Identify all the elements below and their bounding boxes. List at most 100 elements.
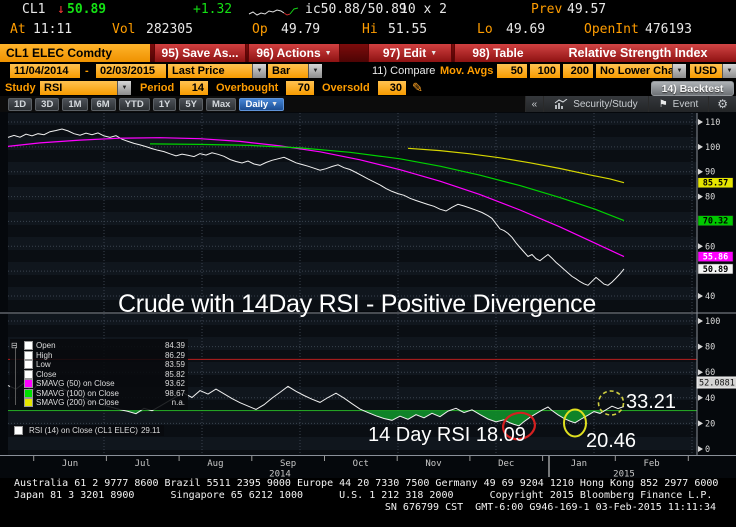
event-button[interactable]: ⚑ Event	[647, 96, 709, 112]
price-tick-arrow	[698, 143, 703, 150]
lower-chart-select[interactable]: No Lower Chart	[596, 64, 682, 78]
price-value-text: 55.86	[703, 253, 729, 263]
collapse-button[interactable]: «	[524, 96, 544, 112]
legend-row: Low 83.59	[24, 360, 185, 370]
legend-value: n.a.	[171, 398, 185, 408]
range-tab-group: 1D 3D 1M 6M YTD 1Y 5Y Max	[8, 97, 239, 111]
security-study-label: Security/Study	[573, 98, 638, 110]
at-label: At	[10, 22, 26, 37]
backtest-button[interactable]: 14) Backtest	[651, 81, 734, 96]
rsi-second-low-annotation: 20.46	[586, 430, 637, 452]
study-caret-icon[interactable]: ▼	[117, 81, 131, 95]
price-tick-label: 60	[705, 242, 715, 252]
screen-title: Relative Strength Index	[540, 44, 736, 62]
overbought-field[interactable]: 70	[286, 81, 314, 95]
date-from-field[interactable]: 11/04/2014	[10, 64, 80, 78]
price-value-box	[697, 177, 734, 188]
rsi-tick-arrow	[698, 343, 703, 350]
rsi-low-circle	[502, 411, 536, 441]
security-field[interactable]: CL1 ELEC Comdty	[0, 44, 150, 62]
period-field[interactable]: 14	[180, 81, 208, 95]
compare-button[interactable]: 11) Compare	[372, 65, 436, 77]
range-tab-5y[interactable]: 5Y	[179, 97, 203, 111]
rsi-value-box	[696, 376, 736, 389]
legend-swatch	[24, 398, 33, 408]
price-value-box	[697, 215, 734, 226]
vol-label: Vol	[112, 22, 136, 37]
footer-line3: SN 676799 CST GMT-6:00 G946-169-1 03-Feb…	[384, 502, 716, 513]
chart-icon	[554, 99, 568, 109]
ma-button-50[interactable]: 50	[497, 64, 527, 78]
year-label: 2015	[613, 470, 635, 479]
range-tab-1y[interactable]: 1Y	[152, 97, 177, 111]
edit-button[interactable]: 97) Edit ▼	[368, 44, 452, 62]
range-tab-ytd[interactable]: YTD	[118, 97, 150, 111]
oversold-field[interactable]: 30	[378, 81, 406, 95]
open-interest: 476193	[645, 22, 692, 37]
legend-name: SMAVG (100) on Close	[36, 388, 119, 398]
currency-select[interactable]: USD	[690, 64, 722, 78]
settings-button[interactable]: ⚙	[708, 96, 736, 112]
range-tab-6m[interactable]: 6M	[90, 97, 116, 111]
legend-row: SMAVG (200) on Close n.a.	[24, 398, 185, 408]
legend-row: SMAVG (100) on Close 98.67	[24, 388, 185, 399]
legend-value: 93.62	[164, 379, 185, 389]
study-select[interactable]: RSI	[40, 81, 117, 95]
price-type-caret-icon[interactable]: ▼	[252, 64, 266, 78]
range-tab-3d[interactable]: 3D	[35, 97, 60, 111]
legend-name: SMAVG (50) on Close	[36, 379, 115, 389]
legend-expand-icon[interactable]: ⊟	[11, 341, 18, 350]
table-button[interactable]: 98) Table	[454, 44, 542, 62]
range-tab-1d[interactable]: 1D	[8, 97, 33, 111]
rsi-legend-text: RSI (14) on Close (CL1 ELEC)	[29, 426, 138, 435]
price-type-select[interactable]: Last Price	[168, 64, 252, 78]
rsi-current-annotation: 33.21	[626, 391, 677, 413]
rsi-second-low-circle	[563, 408, 587, 438]
save-as-button[interactable]: 95) Save As...	[154, 44, 246, 62]
lo-price: 49.69	[506, 22, 546, 37]
price-pane-bg	[8, 113, 697, 311]
smavg50-line	[7, 137, 625, 258]
range-tab-1m[interactable]: 1M	[62, 97, 88, 111]
price-sparkline	[248, 7, 299, 16]
overbought-label: Overbought	[216, 82, 279, 94]
legend-swatch	[24, 388, 33, 398]
price-value-text: 50.89	[703, 265, 729, 275]
chart-canvas[interactable]: 110 100 90 80 60 40 100 80 60 40 20 0 85.57 70.32 55.8…	[0, 112, 736, 478]
lot-size: 10 x 2	[400, 2, 447, 17]
gear-icon: ⚙	[717, 97, 728, 111]
legend-row: Open 84.39	[24, 341, 185, 351]
security-study-button[interactable]: Security/Study	[543, 96, 648, 112]
legend-value: 84.39	[164, 341, 185, 351]
ma-button-200[interactable]: 200	[563, 64, 593, 78]
period-label: Period	[140, 82, 175, 94]
actions-button[interactable]: 96) Actions ▼	[248, 44, 340, 62]
range-tab-max[interactable]: Max	[205, 97, 237, 111]
lo-label: Lo	[477, 22, 493, 37]
price-tick-arrow	[698, 243, 703, 250]
legend-row: Close 85.82	[24, 369, 185, 380]
date-to-field[interactable]: 02/03/2015	[96, 64, 166, 78]
rsi-tick-label: 100	[705, 317, 720, 327]
smavg100-line	[149, 143, 625, 222]
legend-row: High 86.29	[24, 350, 185, 361]
open-price: 49.79	[281, 22, 321, 37]
chart-type-select[interactable]: Bar	[268, 64, 308, 78]
edit-pencil-icon[interactable]: ✎	[412, 80, 423, 95]
date-separator: -	[85, 65, 89, 77]
mov-avgs-label[interactable]: Mov. Avgs	[440, 65, 494, 77]
price-tick-arrow	[698, 292, 703, 299]
chart-type-caret-icon[interactable]: ▼	[308, 64, 322, 78]
ticker: CL1	[22, 2, 46, 17]
price-value-text: 70.32	[703, 217, 729, 227]
interval-dropdown[interactable]: Daily ▼	[239, 97, 285, 111]
hi-price: 51.55	[388, 22, 428, 37]
currency-caret-icon[interactable]: ▼	[722, 64, 736, 78]
study-toolbar: Study RSI ▼ Period 14 Overbought 70 Over…	[0, 80, 736, 96]
rsi-tick-arrow	[698, 446, 703, 452]
ma-button-100[interactable]: 100	[530, 64, 560, 78]
at-time: 11:11	[33, 22, 73, 37]
lower-chart-caret-icon[interactable]: ▼	[672, 64, 686, 78]
caret-down-icon: ▼	[271, 100, 279, 108]
